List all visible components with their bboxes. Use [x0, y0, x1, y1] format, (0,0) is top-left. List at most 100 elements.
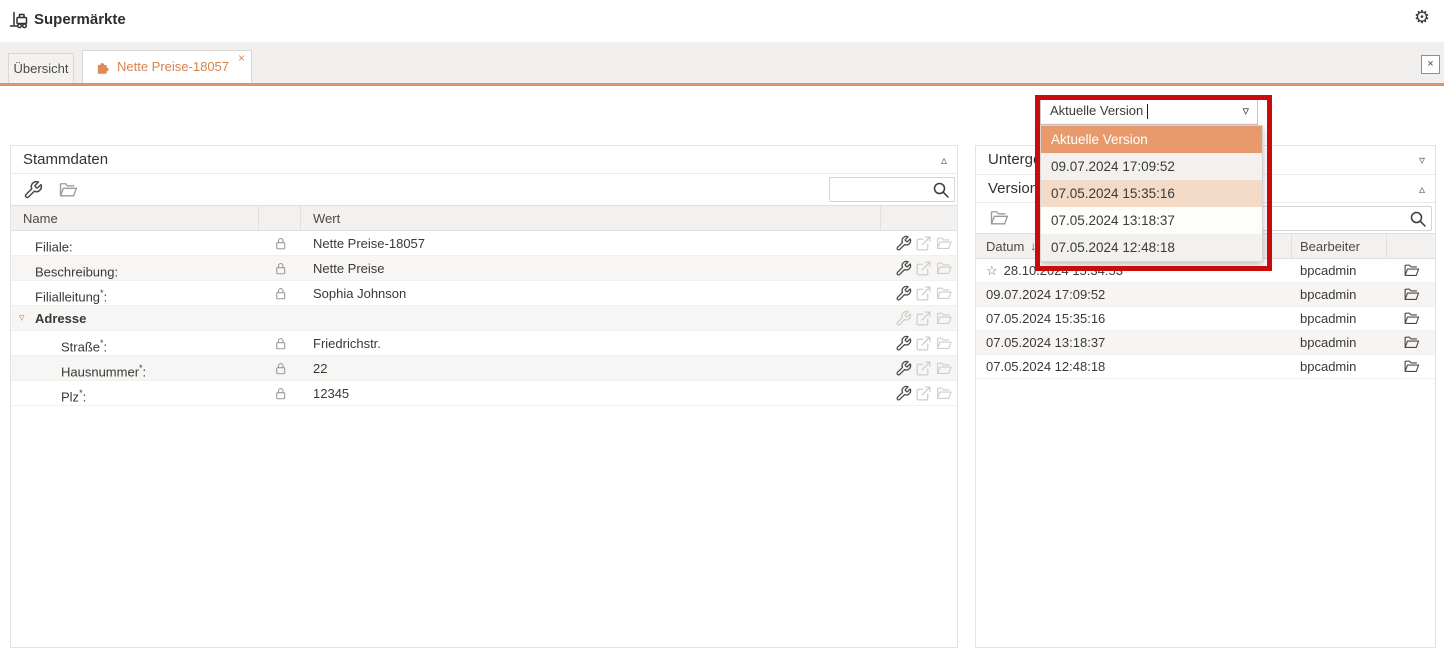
field-value: Nette Preise-18057	[313, 236, 426, 251]
open-folder-icon[interactable]	[935, 360, 953, 377]
wrench-icon[interactable]	[895, 235, 912, 252]
external-link-icon[interactable]	[915, 385, 932, 402]
field-label: Hausnummer	[61, 364, 140, 380]
open-folder-icon[interactable]	[1402, 286, 1421, 303]
search-input[interactable]	[1231, 208, 1405, 229]
open-folder-icon[interactable]	[935, 285, 953, 302]
table-row[interactable]: Beschreibung: Nette Preise	[11, 256, 957, 281]
dropdown-option-hover[interactable]: 07.05.2024 15:35:16	[1041, 180, 1262, 207]
column-header-name[interactable]: Name	[11, 206, 259, 230]
lock-icon	[273, 261, 288, 276]
close-panel-button[interactable]: ×	[1421, 55, 1440, 74]
dropdown-option[interactable]: 09.07.2024 17:09:52	[1041, 153, 1262, 180]
version-date: 07.05.2024 12:48:18	[986, 358, 1106, 374]
dropdown-option[interactable]: 07.05.2024 12:48:18	[1041, 234, 1262, 261]
app-title: Supermärkte	[34, 11, 126, 28]
table-row[interactable]: Hausnummer*: 22	[11, 356, 957, 381]
stammdaten-search	[829, 177, 955, 202]
stammdaten-panel: Stammdaten ▵ Name Wert Filiale: Nette Pr…	[10, 145, 958, 648]
table-row[interactable]: Filialleitung*: Sophia Johnson	[11, 281, 957, 306]
field-value: Nette Preise	[313, 261, 385, 276]
sort-down-icon[interactable]: ↓	[1030, 238, 1037, 253]
app-header: Supermärkte ⚙	[0, 0, 1444, 42]
column-header-wert[interactable]: Wert	[301, 206, 881, 230]
dropdown-option-selected[interactable]: Aktuelle Version	[1041, 126, 1262, 153]
wrench-icon[interactable]	[895, 285, 912, 302]
field-value: 12345	[313, 386, 350, 401]
table-row[interactable]: Plz*: 12345	[11, 381, 957, 406]
stammdaten-table-header: Name Wert	[11, 205, 957, 231]
tab-bar: Übersicht Nette Preise-18057 × ×	[0, 42, 1444, 86]
version-date: 07.05.2024 15:35:16	[986, 310, 1106, 326]
chevron-down-icon[interactable]: ▿	[1242, 103, 1249, 118]
open-folder-icon[interactable]	[1402, 334, 1421, 351]
open-folder-icon[interactable]	[57, 180, 79, 200]
field-label: Straße	[61, 339, 101, 355]
version-row[interactable]: 07.05.2024 12:48:18 bpcadmin	[976, 355, 1435, 379]
table-row-group[interactable]: ▿ Adresse	[11, 306, 957, 331]
version-row[interactable]: 07.05.2024 13:18:37 bpcadmin	[976, 331, 1435, 355]
tab-close-icon[interactable]: ×	[237, 51, 245, 65]
wrench-icon[interactable]	[895, 260, 912, 277]
open-folder-icon[interactable]	[935, 235, 953, 252]
lock-icon	[273, 236, 288, 251]
open-folder-icon[interactable]	[988, 208, 1010, 228]
open-folder-icon[interactable]	[935, 260, 953, 277]
field-label: Plz	[61, 389, 80, 405]
table-row[interactable]: Filiale: Nette Preise-18057	[11, 231, 957, 256]
external-link-icon[interactable]	[915, 285, 932, 302]
external-link-icon[interactable]	[915, 260, 932, 277]
version-selector-combobox[interactable]: Aktuelle Version ▿	[1040, 97, 1258, 125]
wrench-icon[interactable]	[895, 310, 912, 327]
field-label: Filiale	[35, 239, 69, 255]
stammdaten-toolbar	[11, 174, 957, 205]
version-row[interactable]: 07.05.2024 15:35:16 bpcadmin	[976, 307, 1435, 331]
gear-icon[interactable]: ⚙	[1413, 7, 1430, 27]
open-folder-icon[interactable]	[1402, 358, 1421, 375]
version-row[interactable]: 09.07.2024 17:09:52 bpcadmin	[976, 283, 1435, 307]
tab-uebersicht[interactable]: Übersicht	[8, 53, 74, 83]
lock-icon	[273, 386, 288, 401]
collapse-icon[interactable]: ▵	[1418, 182, 1425, 196]
version-dropdown-list: Aktuelle Version 09.07.2024 17:09:52 07.…	[1040, 125, 1263, 262]
version-row[interactable]: ☆ 28.10.2024 15:34:53 bpcadmin	[976, 259, 1435, 283]
search-input[interactable]	[834, 179, 928, 200]
forklift-logo-icon	[9, 9, 33, 30]
section-title: Stammdaten	[23, 151, 109, 168]
combobox-value: Aktuelle Version	[1050, 103, 1144, 118]
wrench-icon[interactable]	[895, 360, 912, 377]
column-header-datum[interactable]: Datum	[986, 238, 1025, 254]
column-header-actions	[1387, 234, 1435, 258]
version-user: bpcadmin	[1300, 263, 1357, 278]
search-icon	[932, 181, 950, 199]
field-label: Filialleitung	[35, 289, 101, 305]
version-user: bpcadmin	[1300, 359, 1357, 374]
wrench-icon[interactable]	[23, 180, 43, 200]
external-link-icon[interactable]	[915, 335, 932, 352]
dropdown-option[interactable]: 07.05.2024 13:18:37	[1041, 207, 1262, 234]
wrench-icon[interactable]	[895, 385, 912, 402]
external-link-icon[interactable]	[915, 235, 932, 252]
star-icon[interactable]: ☆	[986, 262, 998, 278]
open-folder-icon[interactable]	[935, 385, 953, 402]
version-date: 07.05.2024 13:18:37	[986, 334, 1106, 350]
column-header-bearbeiter[interactable]: Bearbeiter	[1292, 234, 1387, 258]
expand-icon[interactable]: ▿	[1418, 153, 1425, 167]
group-expander-icon[interactable]: ▿	[19, 312, 25, 324]
wrench-icon[interactable]	[895, 335, 912, 352]
open-folder-icon[interactable]	[935, 335, 953, 352]
column-header-lock	[259, 206, 301, 230]
field-value: Sophia Johnson	[313, 286, 407, 301]
field-value: Friedrichstr.	[313, 336, 381, 351]
open-folder-icon[interactable]	[935, 310, 953, 327]
collapse-icon[interactable]: ▵	[940, 153, 947, 167]
external-link-icon[interactable]	[915, 360, 932, 377]
external-link-icon[interactable]	[915, 310, 932, 327]
open-folder-icon[interactable]	[1402, 310, 1421, 327]
open-folder-icon[interactable]	[1402, 262, 1421, 279]
table-row[interactable]: Straße*: Friedrichstr.	[11, 331, 957, 356]
version-date: 28.10.2024 15:34:53	[1003, 262, 1123, 278]
puzzle-icon	[95, 59, 111, 75]
tab-nette-preise[interactable]: Nette Preise-18057 ×	[82, 50, 252, 83]
field-label: Beschreibung	[35, 264, 115, 280]
